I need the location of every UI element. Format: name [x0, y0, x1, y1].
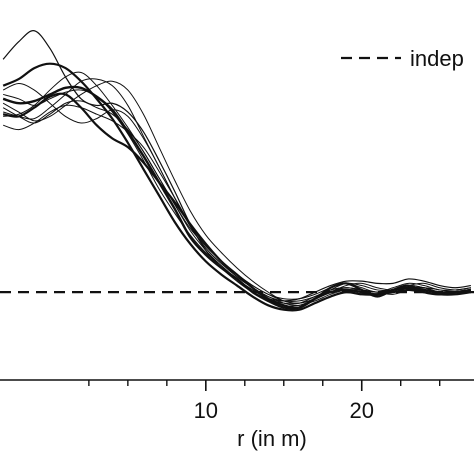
x-axis-title: r (in m) — [237, 426, 307, 451]
x-tick-label: 20 — [349, 398, 373, 423]
legend: indep — [341, 46, 464, 71]
legend-label-indep: indep — [410, 46, 464, 71]
series-line-5 — [2, 78, 471, 304]
series-layer — [2, 30, 472, 312]
series-line-8 — [2, 100, 471, 300]
series-line-10 — [2, 104, 471, 302]
series-line-4 — [2, 30, 471, 302]
x-ticks: 10 20 — [88, 380, 441, 423]
series-line-2 — [2, 92, 472, 309]
series-line-11 — [3, 71, 471, 307]
series-line-9 — [2, 82, 471, 306]
x-tick-label: 10 — [194, 398, 218, 423]
series-line-7 — [2, 80, 471, 304]
series-line-6 — [2, 89, 471, 305]
